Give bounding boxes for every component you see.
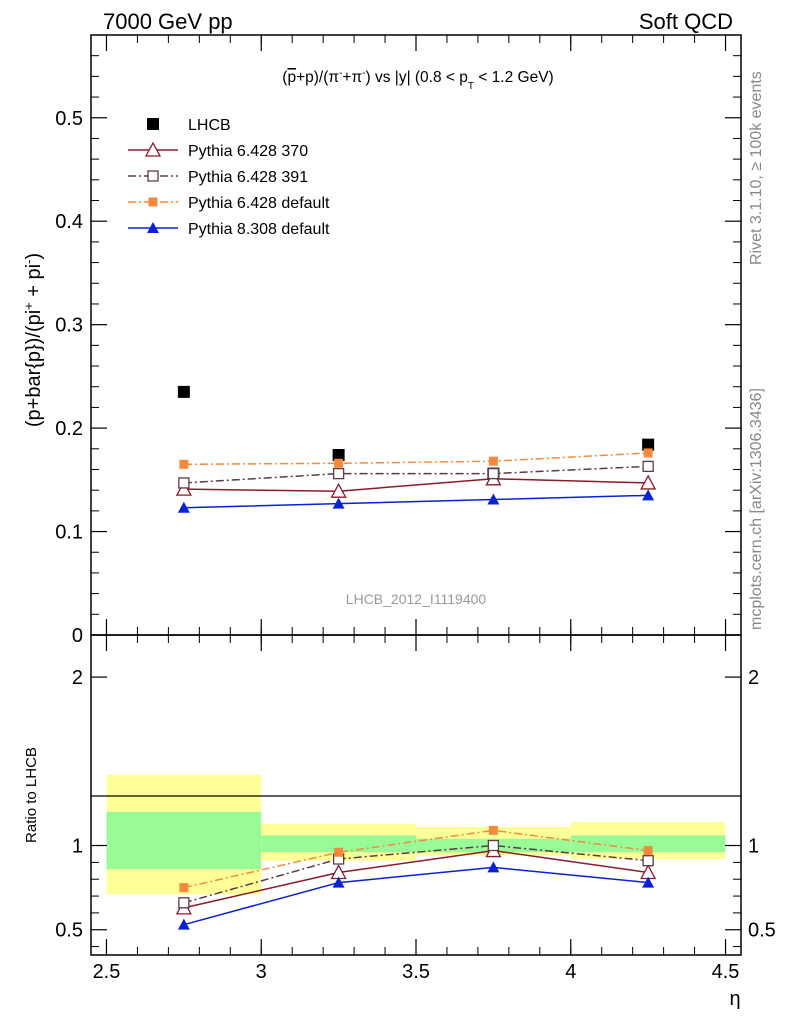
ratio-y-tick-label: 2 [72,667,83,689]
ratio-y-tick-label-right: 2 [748,667,759,689]
series-pythia-6-428-370 [175,470,657,498]
legend-label: Pythia 6.428 370 [188,143,308,160]
legend-marker [147,170,159,182]
y-tick-label: 0 [72,625,83,647]
data-point [642,460,654,473]
ratio-point [179,883,189,893]
data-point [642,489,655,501]
y-tick-label: 0.2 [55,418,83,440]
x-tick-label: 4 [565,961,576,983]
series-pythia-8-308-default [177,489,655,513]
ratio-point [178,897,190,909]
series-lhcb [177,385,655,480]
ratio-point [177,918,190,930]
data-point [177,501,190,513]
legend-label: LHCB [188,117,231,134]
series-line [183,478,649,492]
y-tick-label: 0.4 [55,211,83,233]
series-pythia-6-428-391 [178,460,654,489]
legend-marker [148,197,158,207]
ratio-plot-ticks: 0.5 0.5 1 1 2 2 2.5 3 3.5 4 4.5 [55,635,776,983]
legend-item-pythia-8-308-default: Pythia 8.308 default [128,221,330,238]
legend-item-lhcb: LHCB [147,117,231,134]
plot-title: (p+p)/(π-+π-) vs |y| (0.8 < pT < 1.2 GeV… [282,68,553,92]
ratio-line [183,849,649,909]
stat-uncertainty-band [261,835,416,853]
y-tick-label: 0.3 [55,315,83,337]
stat-uncertainty-band [570,835,726,853]
ratio-uncertainty-bands [106,774,726,895]
ratio-y-tick-label: 1 [72,836,83,858]
data-point [179,459,189,469]
series-line [183,494,649,509]
x-tick-label: 4.5 [712,961,740,983]
ratio-plot-series [175,825,657,930]
ratio-series-pythia-6-428-default [179,825,653,893]
ratio-point [487,861,500,873]
legend: LHCB Pythia 6.428 370 Pythia 6.428 391 Pyth… [128,117,330,238]
ratio-point [334,847,344,857]
data-point [178,477,190,489]
data-point [175,480,192,496]
ratio-point [487,839,500,852]
data-point [332,449,345,461]
mcplots-label: mcplots.cern.ch [arXiv:1306.3436] [748,388,765,630]
series-pythia-6-428-default [179,448,653,469]
data-point [487,467,500,480]
data-point [177,385,190,398]
data-point [330,482,347,498]
x-tick-label: 3.5 [402,961,430,983]
data-point [334,458,344,468]
analysis-label: LHCB_2012_I1119400 [346,591,487,607]
legend-label: Pythia 8.308 default [188,221,330,238]
ratio-y-tick-label-right: 0.5 [748,920,776,942]
legend-marker [147,118,159,130]
header-right: Soft QCD [639,9,733,34]
data-point [640,474,657,490]
data-point [642,438,655,451]
rivet-label: Rivet 3.1.10, ≥ 100k events [748,71,765,265]
header-left: 7000 GeV pp [103,9,233,34]
ratio-line [183,866,649,926]
series-line [183,465,649,484]
ratio-plot-panel: 0.5 0.5 1 1 2 2 2.5 3 3.5 4 4.5 Ratio to LHCB η [23,634,776,1010]
ratio-series-pythia-8-308-default [177,861,655,930]
ratio-point [642,876,655,888]
main-plot-series [175,385,657,513]
legend-marker [147,222,159,233]
data-point [332,497,345,509]
series-line [183,452,649,466]
ratio-point [488,825,498,835]
ratio-line [183,844,649,904]
legend-marker [144,141,162,157]
ratio-series-pythia-6-428-391 [178,839,654,909]
ratio-line [183,829,649,889]
data-point [643,448,653,458]
legend-label: Pythia 6.428 default [188,195,330,212]
x-tick-label: 2.5 [93,961,121,983]
x-axis-label: η [729,988,740,1010]
data-point [332,467,345,480]
main-plot-ticks: 0 0.1 0.2 0.3 0.4 0.5 [55,34,741,647]
legend-label: Pythia 6.428 391 [188,169,308,186]
ratio-y-label: Ratio to LHCB [23,747,40,843]
main-y-label: (p+bar{p})/(pi+ + pi-) [21,253,45,427]
legend-item-pythia-6-428-370: Pythia 6.428 370 [128,141,308,160]
legend-item-pythia-6-428-391: Pythia 6.428 391 [128,169,308,186]
legend-item-pythia-6-428-default: Pythia 6.428 default [128,195,330,212]
y-tick-label: 0.5 [55,108,83,130]
ratio-point [642,855,654,867]
ratio-point [332,876,345,888]
data-point [487,493,500,505]
stat-uncertainty-band [106,811,262,870]
ratio-y-tick-label: 0.5 [55,920,83,942]
ratio-y-tick-label-right: 1 [748,836,759,858]
data-point [488,456,498,466]
main-plot-panel: 0 0.1 0.2 0.3 0.4 0.5 (p+p)/(π-+π-) vs |y| (0… [21,34,742,647]
x-tick-label: 3 [256,961,267,983]
ratio-point [643,846,653,856]
y-tick-label: 0.1 [55,522,83,544]
